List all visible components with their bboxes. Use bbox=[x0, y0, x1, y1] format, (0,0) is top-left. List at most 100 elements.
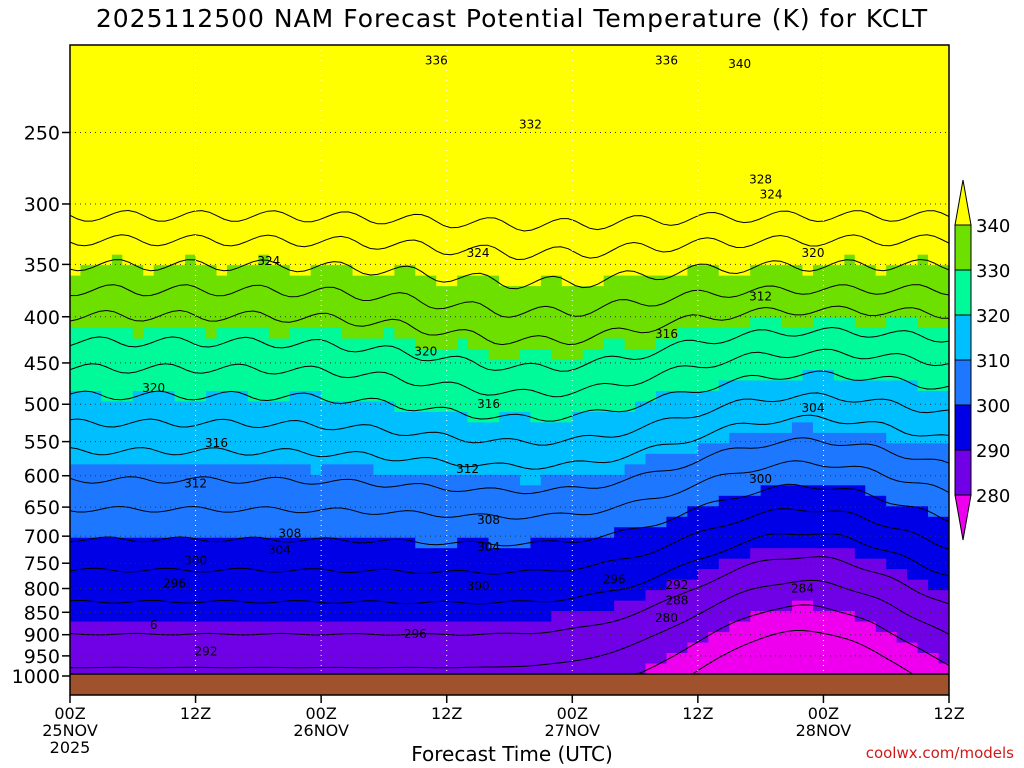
temperature-cell bbox=[373, 443, 385, 455]
temperature-cell bbox=[540, 369, 552, 382]
temperature-cell bbox=[457, 160, 469, 172]
temperature-cell bbox=[499, 97, 511, 109]
temperature-cell bbox=[603, 317, 615, 329]
temperature-cell bbox=[582, 422, 594, 434]
temperature-cell bbox=[519, 296, 532, 308]
temperature-cell bbox=[174, 380, 186, 392]
temperature-cell bbox=[687, 527, 699, 539]
temperature-cell bbox=[394, 223, 406, 235]
temperature-cell bbox=[185, 390, 197, 403]
temperature-cell bbox=[833, 65, 845, 78]
temperature-cell bbox=[457, 516, 469, 528]
temperature-cell bbox=[268, 107, 280, 119]
temperature-cell bbox=[258, 265, 270, 277]
temperature-cell bbox=[624, 537, 636, 549]
temperature-cell bbox=[802, 548, 814, 560]
temperature-cell bbox=[519, 244, 532, 256]
temperature-cell bbox=[760, 45, 772, 57]
temperature-cell bbox=[237, 317, 249, 329]
temperature-cell bbox=[896, 296, 908, 308]
temperature-cell bbox=[718, 128, 730, 140]
temperature-cell bbox=[603, 579, 615, 591]
temperature-cell bbox=[781, 443, 793, 455]
temperature-cell bbox=[70, 380, 82, 392]
temperature-cell bbox=[865, 149, 877, 161]
temperature-cell bbox=[687, 328, 699, 340]
temperature-cell bbox=[854, 97, 866, 109]
temperature-cell bbox=[352, 181, 364, 193]
temperature-cell bbox=[195, 632, 207, 644]
temperature-cell bbox=[111, 663, 123, 675]
temperature-cell bbox=[404, 506, 416, 518]
temperature-cell bbox=[875, 611, 887, 623]
temperature-cell bbox=[457, 223, 469, 235]
temperature-cell bbox=[111, 422, 123, 434]
temperature-cell bbox=[404, 411, 416, 423]
temperature-cell bbox=[561, 558, 573, 570]
temperature-cell bbox=[247, 65, 259, 78]
temperature-cell bbox=[928, 254, 940, 266]
temperature-cell bbox=[164, 328, 176, 340]
temperature-cell bbox=[540, 254, 552, 266]
temperature-cell bbox=[415, 422, 427, 434]
temperature-cell bbox=[446, 527, 458, 539]
temperature-cell bbox=[540, 632, 552, 644]
temperature-cell bbox=[394, 632, 406, 644]
temperature-cell bbox=[488, 401, 500, 413]
temperature-cell bbox=[101, 453, 113, 465]
temperature-cell bbox=[101, 191, 113, 203]
temperature-cell bbox=[865, 244, 877, 256]
temperature-cell bbox=[352, 244, 364, 256]
temperature-cell bbox=[750, 118, 762, 130]
temperature-cell bbox=[854, 443, 866, 455]
temperature-cell bbox=[289, 296, 301, 308]
temperature-cell bbox=[279, 202, 291, 214]
temperature-cell bbox=[624, 474, 636, 486]
temperature-cell bbox=[499, 181, 511, 193]
temperature-cell bbox=[80, 307, 92, 319]
temperature-cell bbox=[425, 275, 437, 287]
temperature-cell bbox=[195, 516, 207, 528]
temperature-cell bbox=[656, 579, 668, 591]
temperature-cell bbox=[792, 338, 804, 350]
temperature-cell bbox=[551, 307, 563, 319]
temperature-cell bbox=[666, 107, 678, 119]
temperature-cell bbox=[771, 233, 783, 245]
temperature-cell bbox=[80, 653, 92, 665]
temperature-cell bbox=[718, 223, 730, 235]
temperature-cell bbox=[164, 160, 176, 172]
temperature-cell bbox=[928, 495, 940, 507]
temperature-cell bbox=[394, 265, 406, 277]
temperature-cell bbox=[70, 527, 82, 539]
temperature-cell bbox=[896, 380, 908, 392]
temperature-cell bbox=[132, 359, 144, 371]
temperature-cell bbox=[237, 464, 249, 476]
temperature-cell bbox=[519, 233, 532, 245]
temperature-cell bbox=[383, 338, 395, 350]
temperature-cell bbox=[781, 107, 793, 119]
temperature-cell bbox=[331, 653, 343, 665]
temperature-cell bbox=[593, 485, 605, 497]
temperature-cell bbox=[488, 107, 500, 119]
temperature-cell bbox=[666, 453, 678, 465]
temperature-cell bbox=[164, 170, 176, 182]
temperature-cell bbox=[70, 548, 82, 560]
temperature-cell bbox=[321, 600, 333, 612]
temperature-cell bbox=[739, 443, 751, 455]
temperature-cell bbox=[101, 139, 113, 151]
temperature-cell bbox=[174, 202, 186, 214]
temperature-cell bbox=[509, 422, 521, 434]
temperature-cell bbox=[509, 369, 521, 382]
temperature-cell bbox=[404, 181, 416, 193]
temperature-cell bbox=[90, 181, 102, 193]
temperature-cell bbox=[561, 579, 573, 591]
temperature-cell bbox=[718, 369, 730, 382]
temperature-cell bbox=[886, 558, 898, 570]
temperature-cell bbox=[896, 527, 908, 539]
temperature-cell bbox=[383, 191, 395, 203]
temperature-cell bbox=[823, 338, 835, 350]
temperature-cell bbox=[614, 349, 626, 361]
temperature-cell bbox=[886, 411, 898, 423]
temperature-cell bbox=[237, 642, 249, 654]
temperature-cell bbox=[101, 160, 113, 172]
